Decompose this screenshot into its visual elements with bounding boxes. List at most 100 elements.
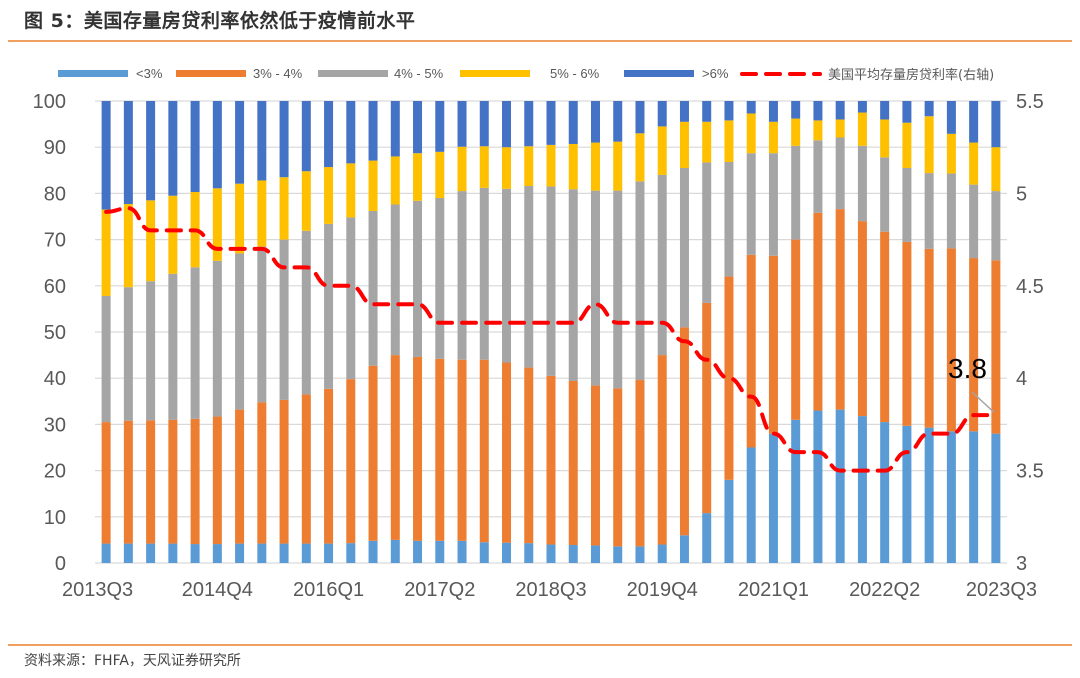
bar-segment: [235, 101, 245, 184]
bar-segment: [768, 255, 778, 434]
bar-segment: [457, 359, 467, 541]
bar-segment: [791, 145, 801, 240]
x-tick-label: 2019Q4: [627, 579, 698, 601]
bar-stack: [702, 101, 712, 563]
bar-segment: [813, 212, 823, 411]
bar-segment: [546, 544, 556, 563]
bar-segment: [390, 101, 400, 157]
bar-stack: [257, 101, 267, 563]
rate-line: [104, 206, 998, 473]
bar-segment: [679, 535, 689, 563]
bar-segment: [902, 241, 912, 426]
bar-segment: [991, 147, 1001, 192]
bar-segment: [435, 540, 445, 563]
bar-segment: [257, 180, 267, 247]
bar-segment: [212, 188, 222, 261]
bar-segment: [435, 198, 445, 359]
y-tick-label: 30: [44, 414, 66, 436]
bar-segment: [413, 540, 423, 563]
bar-segment: [546, 186, 556, 376]
legend-item: <3%: [58, 66, 163, 81]
y-tick-label: 50: [44, 322, 66, 344]
bar-segment: [146, 543, 156, 563]
bar-stack: [657, 101, 667, 563]
bar-segment: [902, 167, 912, 242]
legend-swatch: [624, 70, 694, 77]
bar-segment: [235, 409, 245, 544]
bar-stack: [613, 101, 623, 563]
bar-segment: [969, 258, 979, 432]
bar-segment: [635, 101, 645, 134]
bar-segment: [123, 420, 133, 544]
bar-segment: [768, 101, 778, 122]
bar-segment: [457, 146, 467, 192]
bar-segment: [880, 119, 890, 158]
bar-segment: [702, 121, 712, 163]
bar-segment: [168, 101, 178, 196]
bar-stack: [546, 101, 556, 563]
bar-segment: [702, 162, 712, 303]
chart-title: 图 5：美国存量房贷利率依然低于疫情前水平: [24, 10, 416, 32]
bar-segment: [324, 388, 334, 544]
bar-segment: [146, 281, 156, 421]
bar-segment: [190, 267, 200, 419]
y2-tick-label: 5: [1016, 183, 1027, 205]
annotation: 3.8: [948, 353, 995, 413]
bar-segment: [168, 543, 178, 563]
bar-segment: [768, 121, 778, 154]
bar-segment: [657, 174, 667, 356]
bar-segment: [123, 101, 133, 205]
source-divider: [8, 644, 1072, 646]
y-tick-label: 70: [44, 230, 66, 252]
bar-segment: [969, 142, 979, 185]
bar-segment: [435, 101, 445, 152]
bar-segment: [857, 112, 867, 146]
bar-stack: [746, 101, 756, 563]
bar-segment: [235, 543, 245, 563]
bar-stack: [813, 101, 823, 563]
bar-segment: [724, 120, 734, 162]
bar-segment: [346, 379, 356, 544]
title-divider: [8, 40, 1072, 42]
bar-segment: [835, 101, 845, 120]
y-tick-label: 90: [44, 137, 66, 159]
bar-segment: [590, 545, 600, 563]
x-tick-label: 2014Q4: [182, 579, 253, 601]
bar-segment: [190, 101, 200, 193]
bar-stack: [679, 101, 689, 563]
y-tick-label: 100: [33, 91, 66, 113]
bar-stack: [724, 101, 734, 563]
bar-segment: [768, 153, 778, 256]
bar-segment: [835, 119, 845, 138]
bar-segment: [590, 101, 600, 143]
bar-segment: [257, 246, 267, 403]
bar-segment: [212, 416, 222, 545]
bar-segment: [212, 544, 222, 563]
x-axis-ticks: 2013Q3 2014Q4 2016Q1 2017Q2 2018Q3 2019Q4 2021…: [62, 579, 1037, 601]
bar-segment: [190, 418, 200, 545]
legend-label: 5% - 6%: [550, 66, 600, 81]
bar-stack: [457, 101, 467, 563]
bar-segment: [457, 540, 467, 563]
bar-segment: [279, 543, 289, 563]
bar-segment: [679, 101, 689, 122]
bar-segment: [546, 375, 556, 545]
bar-stack: [880, 101, 890, 563]
bar-segment: [212, 260, 222, 417]
source-note: 资料来源：FHFA，天风证券研究所: [24, 653, 241, 669]
bar-segment: [235, 253, 245, 410]
bar-stack: [946, 101, 956, 563]
bar-segment: [746, 101, 756, 114]
legend-item: 美国平均存量房贷利率(右轴): [740, 67, 994, 83]
bar-stack: [346, 101, 356, 563]
bar-segment: [368, 365, 378, 541]
bar-segment: [435, 151, 445, 199]
bar-segment: [568, 101, 578, 144]
bar-segment: [679, 327, 689, 536]
bar-segment: [791, 239, 801, 420]
x-tick-label: 2017Q2: [404, 579, 475, 601]
bar-stack: [969, 101, 979, 563]
bar-segment: [279, 239, 289, 400]
bar-segment: [279, 177, 289, 240]
bar-segment: [835, 209, 845, 410]
